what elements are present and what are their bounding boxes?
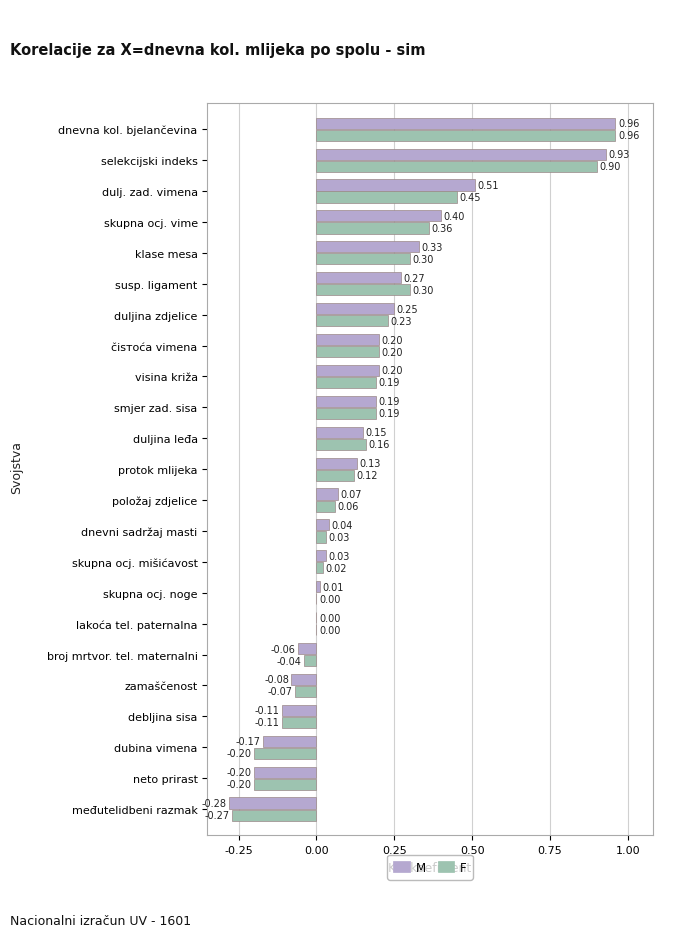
Text: 0.30: 0.30	[412, 285, 434, 295]
Text: 0.36: 0.36	[431, 224, 452, 234]
Bar	[298, 643, 316, 654]
Text: 0.20: 0.20	[381, 335, 403, 346]
Text: -0.17: -0.17	[236, 736, 261, 747]
Text: 0.15: 0.15	[366, 428, 387, 438]
Bar	[263, 736, 316, 747]
Bar	[316, 365, 379, 377]
Bar	[316, 501, 335, 512]
Text: 0.00: 0.00	[319, 613, 340, 623]
Text: -0.27: -0.27	[205, 810, 230, 820]
Bar	[316, 193, 456, 203]
Text: 0.19: 0.19	[378, 378, 399, 388]
Text: 0.01: 0.01	[322, 582, 343, 592]
Bar	[316, 409, 375, 419]
Text: -0.20: -0.20	[226, 767, 252, 777]
Bar	[233, 810, 316, 820]
Text: 0.96: 0.96	[618, 119, 639, 129]
Text: 0.96: 0.96	[618, 131, 639, 141]
Bar	[316, 396, 375, 408]
Text: 0.20: 0.20	[381, 366, 403, 376]
Text: 0.07: 0.07	[341, 490, 362, 499]
Text: 0.27: 0.27	[403, 274, 424, 283]
Text: 0.19: 0.19	[378, 396, 399, 407]
Text: -0.20: -0.20	[226, 780, 252, 789]
Text: 0.33: 0.33	[422, 243, 443, 253]
Text: -0.28: -0.28	[202, 799, 226, 808]
Bar	[316, 550, 326, 562]
Bar	[229, 798, 316, 809]
Bar	[316, 180, 475, 192]
Text: 0.00: 0.00	[319, 625, 340, 635]
Bar	[304, 655, 316, 666]
Text: 0.13: 0.13	[360, 459, 381, 468]
Text: 0.20: 0.20	[381, 347, 403, 357]
Legend: M, F: M, F	[388, 855, 473, 880]
Bar	[316, 346, 379, 358]
Text: -0.08: -0.08	[264, 675, 289, 684]
Text: 0.90: 0.90	[599, 162, 621, 172]
Bar	[316, 273, 401, 284]
Text: 0.00: 0.00	[319, 594, 340, 604]
Text: 0.51: 0.51	[478, 181, 499, 191]
Bar	[316, 439, 367, 450]
Text: Nacionalni izračun UV - 1601: Nacionalni izračun UV - 1601	[10, 914, 191, 927]
Bar	[316, 242, 419, 253]
Text: 0.30: 0.30	[412, 255, 434, 264]
Bar	[316, 334, 379, 346]
Bar	[316, 563, 322, 574]
Bar	[316, 119, 615, 129]
Text: -0.11: -0.11	[255, 717, 279, 728]
Bar	[316, 531, 326, 543]
Bar	[316, 304, 394, 315]
Text: Korelacije za X=dnevna kol. mlijeka po spolu - sim: Korelacije za X=dnevna kol. mlijeka po s…	[10, 42, 426, 58]
Text: 0.06: 0.06	[337, 501, 359, 512]
Text: 0.04: 0.04	[331, 520, 353, 531]
Text: 0.16: 0.16	[369, 440, 390, 449]
Text: -0.06: -0.06	[271, 644, 295, 654]
Bar	[316, 489, 338, 500]
Bar	[316, 223, 428, 234]
Text: -0.20: -0.20	[226, 749, 252, 758]
Text: 0.03: 0.03	[328, 532, 350, 543]
Text: 0.93: 0.93	[609, 150, 630, 160]
Bar	[316, 470, 354, 481]
Bar	[316, 428, 363, 438]
Bar	[316, 315, 388, 327]
Text: 0.02: 0.02	[325, 564, 347, 573]
Text: 0.23: 0.23	[390, 316, 412, 327]
Text: 0.25: 0.25	[396, 304, 418, 314]
Text: 0.03: 0.03	[328, 551, 350, 562]
Bar	[316, 520, 329, 531]
Bar	[316, 161, 597, 173]
Bar	[316, 149, 606, 160]
Bar	[316, 211, 441, 222]
Text: -0.11: -0.11	[255, 705, 279, 716]
Text: 0.19: 0.19	[378, 409, 399, 419]
X-axis label: Kor.koeficient: Kor.koeficient	[388, 861, 472, 874]
Bar	[316, 378, 375, 389]
Text: -0.07: -0.07	[267, 686, 292, 697]
Bar	[316, 582, 320, 593]
Text: 0.45: 0.45	[459, 193, 481, 203]
Bar	[254, 748, 316, 759]
Bar	[316, 254, 410, 265]
Bar	[282, 717, 316, 728]
Bar	[316, 130, 615, 142]
Text: 0.12: 0.12	[356, 471, 378, 480]
Bar	[294, 686, 316, 698]
Bar	[292, 674, 316, 685]
Text: 0.40: 0.40	[443, 211, 465, 222]
Bar	[254, 767, 316, 778]
Text: -0.04: -0.04	[277, 656, 301, 666]
Bar	[316, 458, 357, 469]
Bar	[316, 285, 410, 296]
Bar	[282, 705, 316, 716]
Bar	[254, 779, 316, 790]
Text: Svojstva: Svojstva	[10, 441, 24, 494]
